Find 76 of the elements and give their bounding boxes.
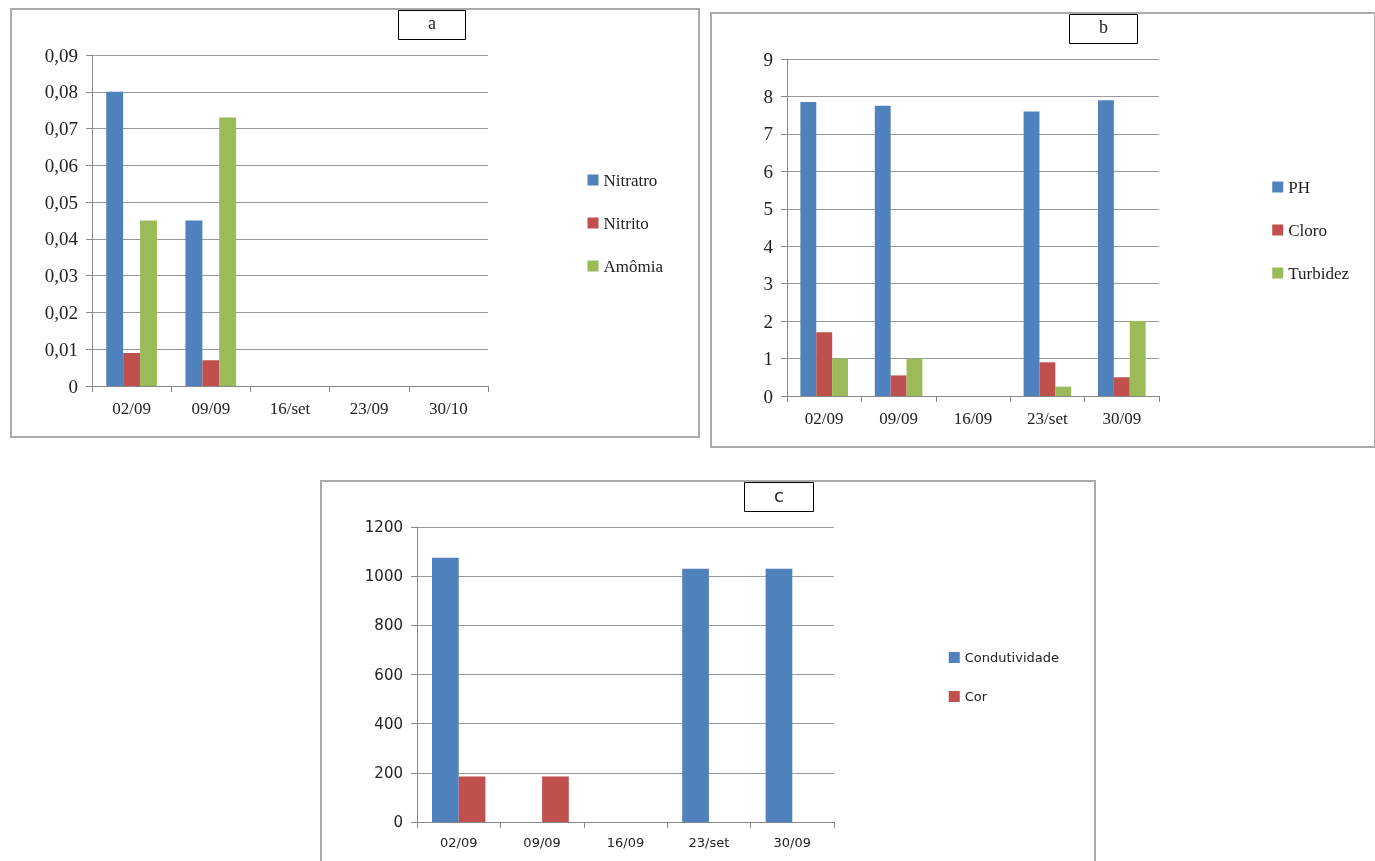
y-tick-label: 0 bbox=[763, 385, 773, 407]
x-tick-label: 23/set bbox=[688, 835, 730, 850]
y-tick-label: 0,04 bbox=[44, 228, 79, 250]
x-tick-label: 30/09 bbox=[773, 835, 812, 850]
legend-label: Cloro bbox=[1288, 220, 1327, 240]
bar bbox=[1129, 321, 1146, 396]
x-tick-label: 16/09 bbox=[606, 835, 645, 850]
bar bbox=[458, 776, 486, 822]
legend-label: Amômia bbox=[603, 256, 664, 276]
bar bbox=[765, 568, 793, 822]
y-tick-label: 600 bbox=[374, 665, 403, 684]
legend-label: Cor bbox=[964, 689, 988, 704]
bar bbox=[1023, 111, 1040, 396]
legend-label: Nitratro bbox=[603, 170, 658, 190]
bar bbox=[816, 332, 833, 396]
y-tick-label: 2 bbox=[763, 310, 773, 332]
y-tick-label: 9 bbox=[763, 48, 773, 70]
x-tick-label: 09/09 bbox=[191, 399, 231, 418]
y-tick-label: 0,03 bbox=[44, 265, 78, 287]
bar bbox=[1055, 386, 1072, 396]
x-tick-label: 30/10 bbox=[429, 399, 468, 418]
x-tick-label: 16/09 bbox=[953, 409, 993, 428]
x-tick-label: 02/09 bbox=[112, 399, 151, 418]
y-tick-label: 200 bbox=[374, 763, 403, 782]
bar bbox=[106, 91, 124, 386]
legend-label: Condutividade bbox=[964, 650, 1060, 665]
bar bbox=[906, 358, 923, 396]
bar bbox=[123, 352, 141, 386]
chart-title: a bbox=[428, 13, 436, 33]
x-tick-label: 23/09 bbox=[349, 399, 389, 418]
y-tick-label: 1 bbox=[763, 348, 773, 370]
bar bbox=[1097, 100, 1114, 396]
bar bbox=[202, 360, 220, 386]
bar bbox=[542, 776, 569, 822]
y-tick-label: 8 bbox=[763, 85, 773, 107]
legend-label: Turbidez bbox=[1288, 263, 1350, 283]
x-tick-label: 30/09 bbox=[1102, 409, 1142, 428]
y-tick-label: 3 bbox=[763, 273, 773, 295]
legend-label: PH bbox=[1288, 177, 1310, 197]
bar bbox=[185, 220, 203, 386]
bar bbox=[1039, 362, 1056, 396]
y-tick-label: 0,05 bbox=[44, 191, 78, 213]
y-tick-label: 0,01 bbox=[44, 338, 78, 360]
y-tick-label: 1000 bbox=[364, 567, 403, 586]
x-tick-label: 09/09 bbox=[879, 409, 918, 428]
y-tick-label: 1200 bbox=[364, 518, 403, 536]
y-tick-label: 7 bbox=[763, 123, 773, 145]
y-tick-label: 0 bbox=[393, 813, 403, 831]
x-tick-label: 02/09 bbox=[439, 835, 478, 850]
y-tick-label: 0 bbox=[68, 375, 78, 397]
chart-title: c bbox=[774, 484, 784, 506]
x-tick-label: 09/09 bbox=[523, 835, 561, 850]
bar bbox=[890, 375, 907, 396]
bar bbox=[219, 117, 237, 386]
legend-label: Nitrito bbox=[603, 213, 649, 233]
y-tick-label: 0,08 bbox=[44, 81, 78, 103]
x-tick-label: 23/set bbox=[1027, 409, 1068, 428]
bar bbox=[140, 220, 157, 386]
bar bbox=[682, 568, 709, 822]
x-tick-label: 16/set bbox=[269, 399, 311, 418]
bar bbox=[832, 358, 849, 396]
y-tick-label: 0,09 bbox=[44, 44, 78, 66]
y-tick-label: 6 bbox=[763, 160, 773, 182]
y-tick-label: 4 bbox=[763, 235, 774, 257]
y-tick-label: 800 bbox=[374, 616, 403, 635]
y-tick-label: 0,02 bbox=[44, 301, 78, 323]
bar bbox=[874, 105, 891, 396]
y-tick-label: 5 bbox=[763, 198, 773, 220]
chart-title: b bbox=[1099, 17, 1108, 37]
y-tick-label: 0,06 bbox=[44, 154, 78, 176]
bar bbox=[432, 557, 459, 822]
bar bbox=[1113, 377, 1130, 396]
bar bbox=[800, 102, 817, 396]
y-tick-label: 400 bbox=[374, 714, 403, 733]
y-tick-label: 0,07 bbox=[44, 118, 78, 140]
x-tick-label: 02/09 bbox=[804, 409, 844, 428]
